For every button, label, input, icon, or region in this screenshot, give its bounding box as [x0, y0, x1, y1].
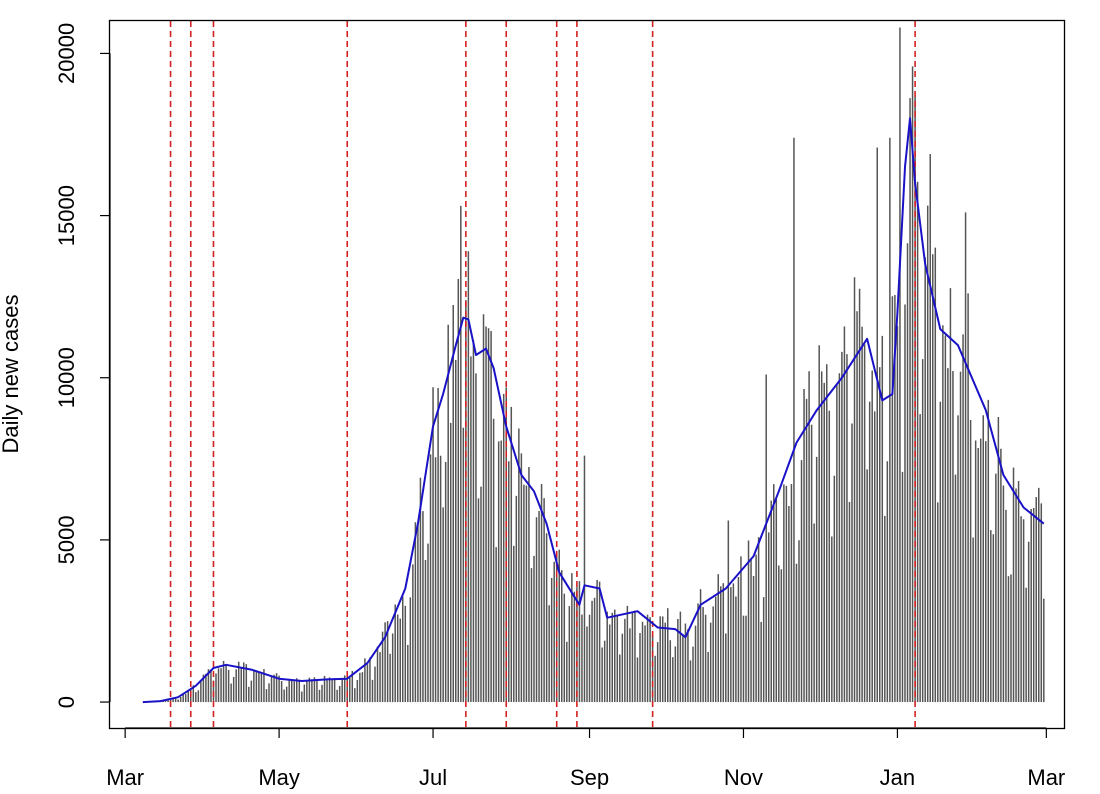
average-line	[142, 117, 1045, 704]
x-axis: Mar May Jul Sep Nov Jan Mar	[106, 727, 1065, 790]
y-tick-label: 0	[54, 696, 79, 708]
x-tick-label: Sep	[570, 765, 609, 789]
event-lines-layer	[169, 21, 916, 728]
x-tick-label: Mar	[1027, 765, 1065, 789]
x-tick-label: Nov	[724, 765, 763, 789]
x-tick-label: Mar	[106, 765, 144, 789]
y-tick-label: 20000	[54, 23, 79, 84]
bars-layer	[144, 27, 1045, 703]
y-tick-label: 15000	[54, 185, 79, 246]
y-tick-label: 5000	[54, 515, 79, 564]
y-axis: 0 5000 10000 15000 20000	[54, 23, 111, 708]
average-line-layer	[142, 117, 1045, 704]
x-tick-label: May	[258, 765, 300, 789]
y-axis-title: Daily new cases	[0, 295, 23, 454]
x-tick-label: Jul	[419, 765, 447, 789]
y-tick-label: 10000	[54, 347, 79, 408]
x-tick-label: Jan	[880, 765, 915, 789]
plot-frame	[108, 19, 1066, 730]
